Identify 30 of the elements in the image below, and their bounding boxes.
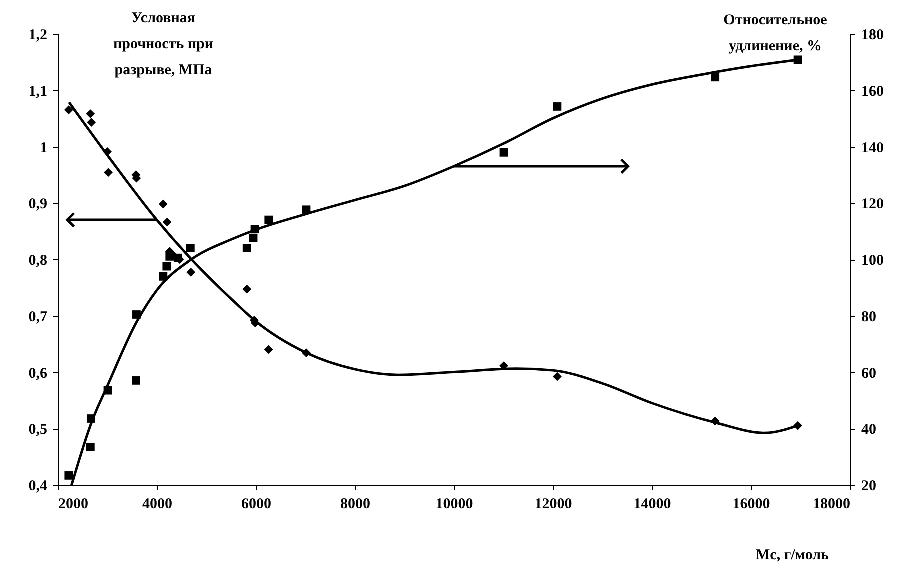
- y-tick-label: 0,6: [28, 366, 48, 382]
- y2-axis-title: Относительное удлинение, %: [724, 12, 828, 54]
- y-tick-label: 0,7: [28, 309, 48, 326]
- x-tick-label: 14000: [634, 496, 672, 512]
- y-tick-label: 0,9: [28, 196, 48, 213]
- y2-tick-label: 100: [862, 253, 884, 269]
- y-tick-label: 1: [40, 140, 48, 156]
- y-axis-title: Условная прочность при разрыве, МПа: [113, 10, 214, 78]
- y2-tick-label: 140: [862, 140, 884, 156]
- y2-tick-label: 180: [862, 28, 884, 44]
- x-tick-label: 4000: [142, 496, 172, 512]
- x-axis-title: Mc, г/моль: [756, 548, 830, 564]
- x-tick-label: 10000: [436, 496, 474, 512]
- x-tick-label: 6000: [242, 496, 272, 512]
- y-tick-label: 1,1: [28, 84, 48, 100]
- y2-tick-label: 20: [862, 478, 876, 494]
- y2-tick-label: 120: [862, 196, 884, 213]
- y2-tick-label: 60: [862, 366, 876, 382]
- y2-tick-label: 160: [862, 84, 884, 100]
- y2-tick-label: 40: [862, 422, 876, 438]
- y-tick-label: 0,5: [28, 422, 48, 438]
- y-tick-label: 0,4: [28, 478, 48, 494]
- y-tick-label: 0,8: [28, 253, 48, 269]
- x-tick-label: 18000: [813, 496, 850, 512]
- x-tick-label: 2000: [58, 496, 88, 512]
- y2-tick-label: 80: [862, 309, 876, 326]
- y-tick-label: 1,2: [28, 28, 48, 44]
- x-tick-label: 12000: [534, 496, 572, 512]
- x-tick-label: 8000: [340, 496, 370, 512]
- x-tick-label: 16000: [732, 496, 770, 512]
